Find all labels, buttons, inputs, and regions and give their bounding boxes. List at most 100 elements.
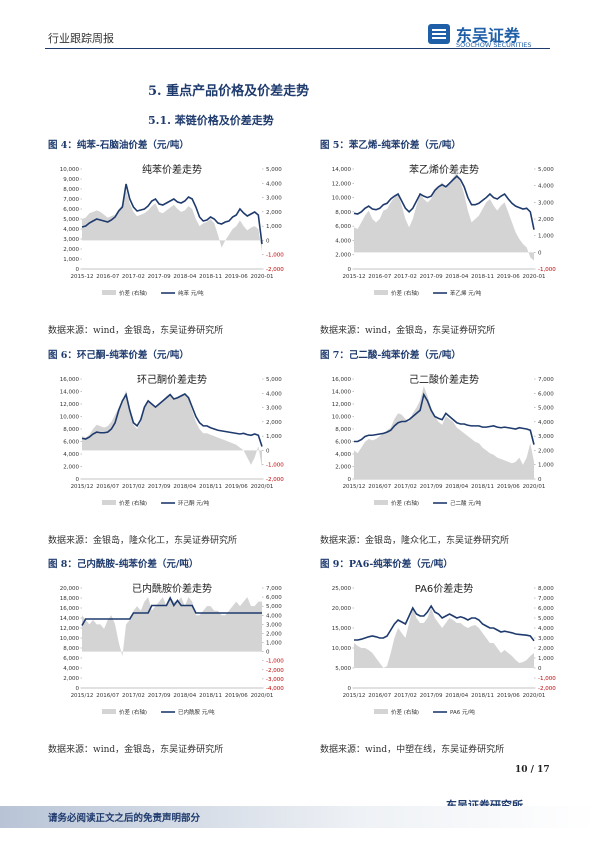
y-tick-label: 0 [76, 267, 80, 273]
y-tick-label: 2,000 [63, 676, 79, 682]
x-tick-label: 2015/12 [343, 693, 366, 699]
y2-tick-label: 0 [266, 238, 270, 244]
y2-tick-label: -1,000 [538, 267, 556, 273]
x-tick-label: 2017-09 [148, 274, 171, 280]
y-tick-label: 0 [348, 477, 352, 483]
y-tick-label: 6,000 [63, 440, 79, 446]
y2-tick-label: 6,000 [538, 606, 554, 612]
y2-tick-label: 5,000 [538, 167, 554, 173]
y2-tick-label: 5,000 [266, 377, 282, 383]
chart: 纯苯价差走势 0 1,000 2,000 3,000 4,000 5,000 6,000 7,0… [60, 163, 284, 297]
y-tick-label: 0 [76, 686, 80, 692]
spread-area [354, 608, 534, 668]
x-tick-label: 2017-02 [394, 274, 417, 280]
legend-swatch [102, 709, 116, 714]
figure-caption: 图 8：己内酰胺-纯苯价差（元/吨） [48, 559, 199, 570]
legend-label: 价差 (右轴) [119, 708, 147, 716]
legend-swatch [374, 709, 388, 714]
y2-tick-label: -4,000 [266, 686, 284, 692]
y2-tick-label: -1,000 [538, 676, 556, 682]
y2-tick-label: 3,000 [266, 406, 282, 412]
legend-label: 环己酮 元/吨 [178, 499, 210, 507]
price-line [81, 183, 263, 245]
legend-swatch [102, 290, 116, 295]
y-tick-label: 10,000 [60, 167, 80, 173]
y-tick-label: 20,000 [332, 606, 352, 612]
figure-caption: 图 4：纯苯-石脑油价差（元/吨） [48, 140, 189, 151]
x-tick-label: 2020/01 [523, 484, 546, 490]
y2-tick-label: 5,000 [538, 616, 554, 622]
x-tick-label: 2020/01 [523, 693, 546, 699]
y2-tick-label: 1,000 [266, 224, 282, 230]
legend-label: 价差 (右轴) [119, 499, 147, 507]
y2-tick-label: 3,000 [538, 434, 554, 440]
y2-tick-label: 0 [266, 448, 270, 454]
y-tick-label: 12,000 [332, 181, 352, 187]
y2-tick-label: 1,000 [538, 463, 554, 469]
x-tick-label: 2016-07 [96, 274, 119, 280]
price-line [81, 392, 263, 447]
footer-bar [0, 806, 596, 828]
y-tick-label: 10,000 [332, 415, 352, 421]
y2-tick-label: -2,000 [266, 267, 284, 273]
legend-label: 己二酸 元/吨 [450, 499, 482, 507]
x-tick-label: 2015/12 [343, 484, 366, 490]
chart-title: 纯苯价差走势 [142, 163, 202, 176]
x-tick-label: 2017/09 [148, 484, 171, 490]
y-tick-label: 0 [348, 686, 352, 692]
figure-source: 数据来源：wind，金银岛，东吴证券研究所 [48, 326, 224, 336]
header-rule [45, 48, 550, 49]
spread-area [82, 390, 262, 468]
chart: PA6价差走势 0 5,000 10,000 15,000 20,000 25,000 -2,… [332, 582, 556, 716]
y-tick-label: 0 [348, 267, 352, 273]
figure-source: 数据来源：wind，金银岛，东吴证券研究所 [320, 326, 496, 336]
spread-area [354, 386, 534, 479]
y-tick-label: 8,000 [335, 210, 351, 216]
x-tick-label: 2019/06 [497, 693, 520, 699]
y-tick-label: 7,000 [63, 197, 79, 203]
x-tick-label: 2018/11 [199, 484, 222, 490]
figure-caption: 图 6：环己酮-纯苯价差（元/吨） [48, 350, 189, 361]
x-tick-label: 2019-06 [225, 274, 248, 280]
y2-tick-label: 4,000 [538, 184, 554, 190]
legend-label: 价差 (右轴) [119, 289, 147, 297]
x-tick-label: 2017/02 [122, 693, 145, 699]
y-tick-label: 20,000 [60, 586, 80, 592]
y-tick-label: 8,000 [63, 187, 79, 193]
y2-tick-label: 5,000 [266, 167, 282, 173]
y-tick-label: 8,000 [335, 427, 351, 433]
y2-tick-label: -2,000 [266, 668, 284, 674]
x-tick-label: 2019/06 [225, 484, 248, 490]
page-number: 10 / 17 [515, 765, 550, 775]
y-tick-label: 10,000 [60, 415, 80, 421]
y2-tick-label: 6,000 [538, 391, 554, 397]
y-tick-label: 8,000 [63, 646, 79, 652]
y-tick-label: 0 [76, 477, 80, 483]
chart-title: 苯乙烯价差走势 [409, 163, 479, 176]
y2-tick-label: -1,000 [266, 253, 284, 259]
y-tick-label: 6,000 [63, 656, 79, 662]
x-tick-label: 2018/04 [173, 484, 196, 490]
y-tick-label: 4,000 [63, 666, 79, 672]
y-tick-label: 3,000 [63, 237, 79, 243]
x-tick-label: 2018-04 [445, 274, 468, 280]
x-tick-label: 2017/02 [122, 484, 145, 490]
y2-tick-label: 2,000 [538, 448, 554, 454]
y-tick-label: 4,000 [63, 452, 79, 458]
chart-title: PA6价差走势 [415, 582, 474, 595]
y2-tick-label: 2,000 [538, 646, 554, 652]
y2-tick-label: -1,000 [266, 463, 284, 469]
y2-tick-label: 4,000 [538, 420, 554, 426]
y-tick-label: 6,000 [335, 224, 351, 230]
y2-tick-label: 0 [538, 250, 542, 256]
x-tick-label: 2017-09 [420, 274, 443, 280]
x-tick-label: 2019-06 [497, 274, 520, 280]
y-tick-label: 2,000 [63, 465, 79, 471]
disclaimer: 请务必阅读正文之后的免责声明部分 [48, 813, 201, 824]
y2-tick-label: 3,000 [266, 622, 282, 628]
x-tick-label: 2018-04 [173, 274, 196, 280]
y2-tick-label: 2,000 [538, 217, 554, 223]
price-line [354, 392, 535, 445]
x-tick-label: 2018/04 [445, 693, 468, 699]
